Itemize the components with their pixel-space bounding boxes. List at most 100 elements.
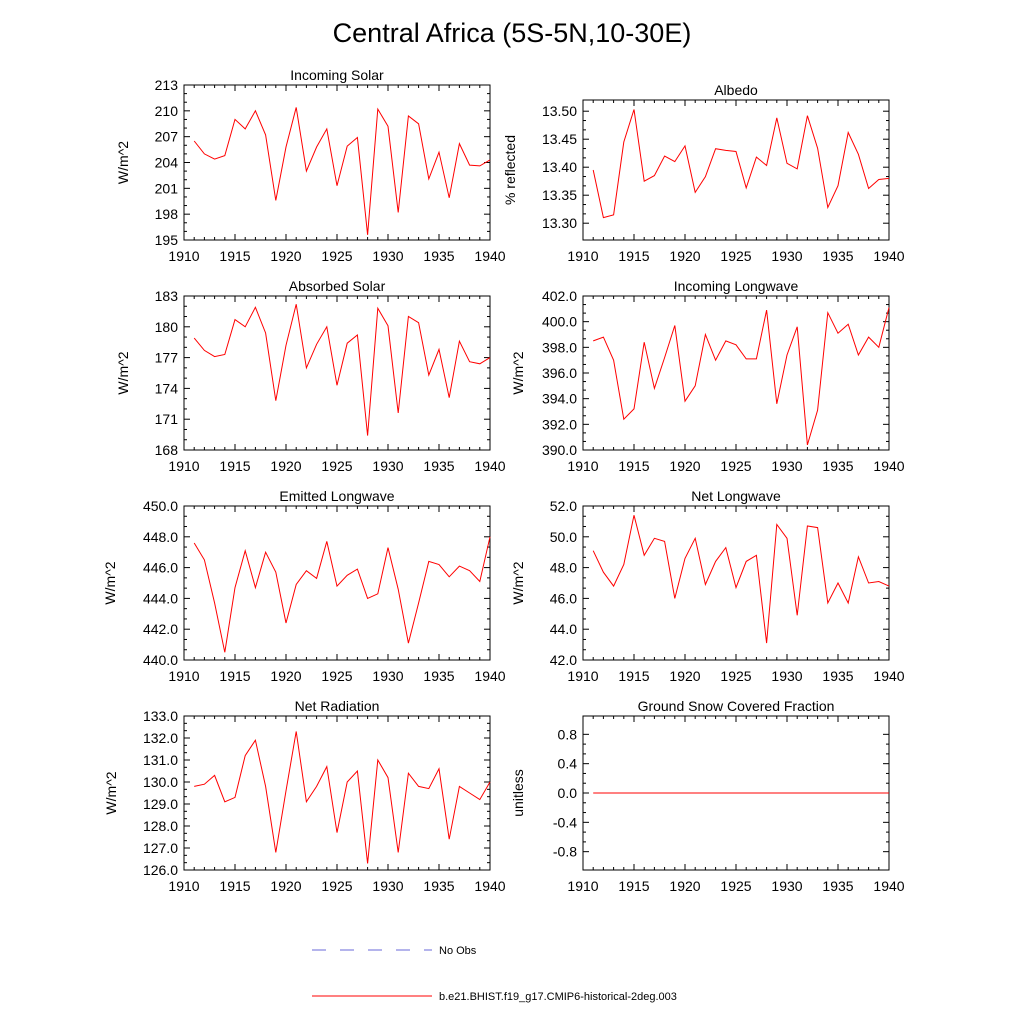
y-axis-label: W/m^2 [102, 561, 118, 604]
y-tick-label: 132.0 [143, 730, 178, 746]
x-tick-label: 1925 [321, 878, 352, 894]
y-tick-label: 198 [155, 206, 179, 222]
x-tick-label: 1935 [423, 668, 454, 684]
x-tick-label: 1930 [372, 458, 403, 474]
y-tick-label: 174 [155, 380, 179, 396]
y-tick-label: 13.40 [542, 159, 577, 175]
x-tick-label: 1925 [720, 668, 751, 684]
x-tick-label: 1925 [720, 458, 751, 474]
y-axis-label: W/m^2 [510, 351, 526, 394]
x-tick-label: 1940 [474, 458, 505, 474]
x-tick-label: 1935 [822, 878, 853, 894]
series-line [193, 536, 491, 653]
x-tick-label: 1925 [321, 458, 352, 474]
x-tick-label: 1930 [372, 668, 403, 684]
x-tick-label: 1910 [567, 878, 598, 894]
series-line [193, 107, 491, 235]
x-tick-label: 1915 [618, 668, 649, 684]
chart-panel: Net Longwave W/m^2 1910 1915 1920 1925 1930 193… [510, 488, 905, 684]
y-tick-label: 394.0 [542, 391, 577, 407]
y-tick-label: 13.50 [542, 103, 577, 119]
y-tick-label: 210 [155, 103, 179, 119]
y-axis-label: W/m^2 [115, 351, 131, 394]
x-tick-label: 1920 [270, 248, 301, 264]
x-tick-label: 1910 [168, 248, 199, 264]
y-tick-label: 171 [155, 411, 179, 427]
y-tick-label: 207 [155, 129, 179, 145]
y-tick-label: 204 [155, 155, 179, 171]
x-tick-label: 1910 [567, 668, 598, 684]
chart-panel: Incoming Longwave W/m^2 1910 1915 1920 1925 19… [510, 278, 905, 474]
series-line [592, 515, 890, 644]
series-line [193, 304, 491, 436]
x-tick-label: 1925 [720, 248, 751, 264]
y-tick-label: 13.30 [542, 215, 577, 231]
series-line [592, 109, 890, 219]
panel-title: Emitted Longwave [279, 488, 394, 504]
y-tick-label: 195 [155, 232, 179, 248]
y-axis-label: W/m^2 [103, 771, 119, 814]
chart-panel: Albedo % reflected 1910 1915 1920 1925 1930 193… [502, 82, 905, 264]
legend: No Obs b.e21.BHIST.f19_g17.CMIP6-histori… [312, 945, 677, 1003]
y-tick-label: 440.0 [143, 652, 178, 668]
x-tick-label: 1920 [669, 248, 700, 264]
y-tick-label: 130.0 [143, 774, 178, 790]
y-tick-label: 168 [155, 442, 179, 458]
x-tick-label: 1935 [822, 458, 853, 474]
x-tick-label: 1935 [423, 878, 454, 894]
x-tick-label: 1940 [474, 248, 505, 264]
x-tick-label: 1930 [771, 668, 802, 684]
chart-panel: Ground Snow Covered Fraction unitless 1910… [510, 698, 905, 894]
plot-frame [183, 715, 491, 871]
panel-title: Net Longwave [691, 488, 781, 504]
panel-title: Ground Snow Covered Fraction [638, 698, 835, 714]
panel-title: Absorbed Solar [289, 278, 386, 294]
y-tick-label: 448.0 [143, 529, 178, 545]
x-tick-label: 1915 [219, 878, 250, 894]
series-line [593, 307, 890, 446]
y-tick-label: 444.0 [143, 590, 178, 606]
y-tick-label: 177 [155, 350, 179, 366]
y-tick-label: -0.8 [553, 844, 577, 860]
chart-panel: Net Radiation W/m^2 1910 1915 1920 1925 1930 19… [103, 698, 506, 894]
y-tick-label: 52.0 [550, 498, 577, 514]
y-tick-label: 450.0 [143, 498, 178, 514]
x-tick-label: 1940 [873, 458, 904, 474]
chart-panel: Absorbed Solar W/m^2 1910 1915 1920 1925 1930 1… [115, 278, 506, 474]
plot-frame [582, 99, 890, 241]
y-tick-label: -0.4 [553, 814, 577, 830]
x-tick-label: 1920 [669, 878, 700, 894]
plot-frame [183, 505, 491, 661]
x-tick-label: 1930 [771, 878, 802, 894]
y-tick-label: 0.4 [558, 756, 578, 772]
y-tick-label: 127.0 [143, 840, 178, 856]
x-tick-label: 1915 [618, 458, 649, 474]
y-tick-label: 398.0 [542, 339, 577, 355]
x-tick-label: 1930 [771, 248, 802, 264]
figure-title: Central Africa (5S-5N,10-30E) [333, 18, 692, 48]
x-tick-label: 1920 [270, 458, 301, 474]
y-tick-label: 402.0 [542, 288, 577, 304]
x-tick-label: 1930 [372, 878, 403, 894]
y-tick-label: 390.0 [542, 442, 577, 458]
x-tick-label: 1940 [474, 668, 505, 684]
x-tick-label: 1930 [771, 458, 802, 474]
x-tick-label: 1910 [168, 878, 199, 894]
x-tick-label: 1940 [474, 878, 505, 894]
x-tick-label: 1910 [168, 458, 199, 474]
x-tick-label: 1915 [219, 668, 250, 684]
y-axis-label: unitless [510, 769, 526, 816]
x-tick-label: 1925 [720, 878, 751, 894]
x-tick-label: 1940 [873, 668, 904, 684]
y-tick-label: 201 [155, 180, 179, 196]
y-tick-label: 392.0 [542, 416, 577, 432]
x-tick-label: 1935 [423, 248, 454, 264]
x-tick-label: 1920 [270, 878, 301, 894]
x-tick-label: 1940 [873, 878, 904, 894]
y-tick-label: 180 [155, 319, 179, 335]
y-tick-label: 44.0 [550, 621, 577, 637]
y-tick-label: 442.0 [143, 621, 178, 637]
y-tick-label: 133.0 [143, 708, 178, 724]
y-tick-label: 183 [155, 288, 179, 304]
